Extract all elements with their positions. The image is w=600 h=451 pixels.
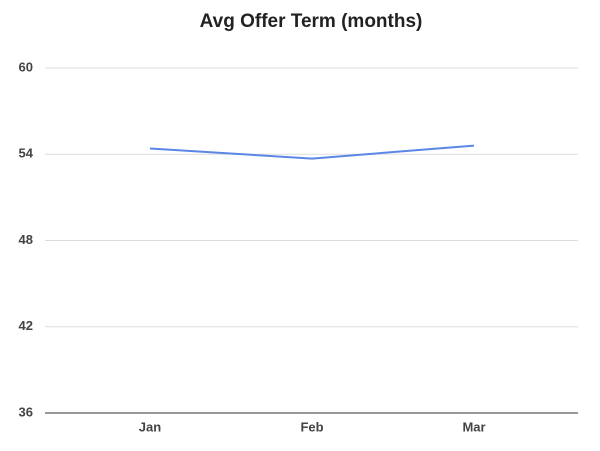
y-tick-label: 54 [19,146,34,161]
y-tick-label: 42 [19,318,33,333]
series-line [149,144,475,160]
y-tick-label: 36 [19,404,33,419]
x-tick-label: Mar [462,419,485,434]
y-tick-label: 60 [19,59,33,74]
x-tick-label: Feb [300,419,323,434]
chart-title: Avg Offer Term (months) [200,11,423,32]
x-tick-label: Jan [139,419,161,434]
y-tick-label: 48 [19,232,33,247]
